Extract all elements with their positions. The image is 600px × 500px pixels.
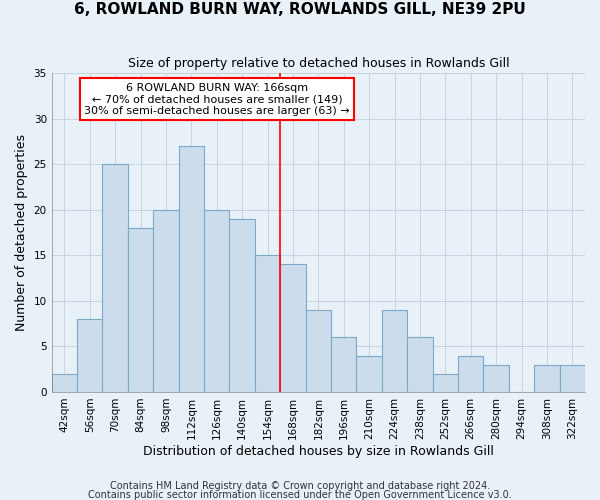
Bar xyxy=(229,219,255,392)
Bar xyxy=(204,210,229,392)
Bar xyxy=(77,319,103,392)
Y-axis label: Number of detached properties: Number of detached properties xyxy=(15,134,28,331)
Bar xyxy=(356,356,382,392)
Bar xyxy=(255,256,280,392)
Bar xyxy=(484,364,509,392)
Bar xyxy=(305,310,331,392)
Bar xyxy=(331,338,356,392)
Bar xyxy=(128,228,153,392)
Bar xyxy=(103,164,128,392)
Text: Contains public sector information licensed under the Open Government Licence v3: Contains public sector information licen… xyxy=(88,490,512,500)
Title: Size of property relative to detached houses in Rowlands Gill: Size of property relative to detached ho… xyxy=(128,58,509,70)
Text: Contains HM Land Registry data © Crown copyright and database right 2024.: Contains HM Land Registry data © Crown c… xyxy=(110,481,490,491)
Bar xyxy=(382,310,407,392)
Text: 6 ROWLAND BURN WAY: 166sqm
← 70% of detached houses are smaller (149)
30% of sem: 6 ROWLAND BURN WAY: 166sqm ← 70% of deta… xyxy=(84,82,350,116)
Bar xyxy=(560,364,585,392)
Bar xyxy=(433,374,458,392)
Bar xyxy=(153,210,179,392)
Bar xyxy=(458,356,484,392)
Text: 6, ROWLAND BURN WAY, ROWLANDS GILL, NE39 2PU: 6, ROWLAND BURN WAY, ROWLANDS GILL, NE39… xyxy=(74,2,526,18)
Bar xyxy=(280,264,305,392)
Bar xyxy=(179,146,204,392)
Bar xyxy=(52,374,77,392)
Bar xyxy=(407,338,433,392)
X-axis label: Distribution of detached houses by size in Rowlands Gill: Distribution of detached houses by size … xyxy=(143,444,494,458)
Bar xyxy=(534,364,560,392)
